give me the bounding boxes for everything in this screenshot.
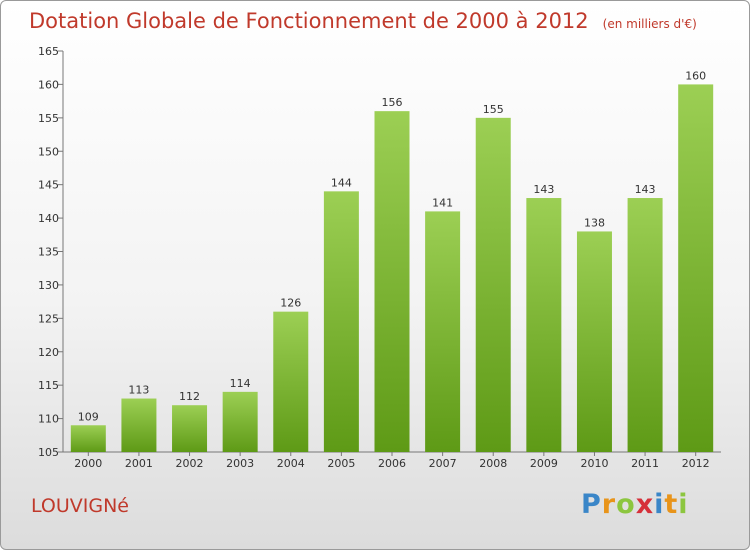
bar bbox=[273, 311, 309, 452]
y-tick-label: 150 bbox=[38, 145, 59, 158]
bar-value-label: 155 bbox=[483, 103, 504, 116]
bar bbox=[70, 425, 106, 452]
bar bbox=[678, 84, 714, 453]
bar-value-label: 138 bbox=[584, 216, 605, 229]
y-tick-label: 145 bbox=[38, 179, 59, 192]
bar bbox=[172, 405, 208, 452]
bar-value-label: 144 bbox=[331, 176, 352, 189]
bar-value-label: 143 bbox=[635, 183, 656, 196]
logo-letter: i bbox=[654, 489, 665, 520]
y-tick-label: 125 bbox=[38, 312, 59, 325]
y-tick-label: 110 bbox=[38, 413, 59, 426]
logo-letter: t bbox=[664, 489, 679, 520]
bar-value-label: 141 bbox=[432, 196, 453, 209]
chart-title-text: Dotation Globale de Fonctionnement de 20… bbox=[29, 9, 589, 33]
bar-value-label: 160 bbox=[685, 69, 706, 82]
bar bbox=[121, 398, 157, 452]
y-tick-label: 120 bbox=[38, 346, 59, 359]
commune-name: LOUVIGNé bbox=[31, 495, 129, 517]
y-tick-label: 115 bbox=[38, 379, 59, 392]
bar-value-label: 114 bbox=[230, 377, 251, 390]
chart-unit: (en milliers d'€) bbox=[602, 17, 697, 31]
bar bbox=[576, 231, 612, 452]
bar bbox=[425, 211, 461, 452]
y-tick-label: 105 bbox=[38, 446, 59, 459]
y-tick-label: 160 bbox=[38, 78, 59, 91]
logo-letter: r bbox=[601, 489, 617, 520]
bar-value-label: 113 bbox=[128, 384, 149, 397]
bar bbox=[627, 198, 663, 452]
chart-title: Dotation Globale de Fonctionnement de 20… bbox=[29, 9, 697, 33]
x-tick-label: 2008 bbox=[479, 457, 507, 470]
bar-value-label: 109 bbox=[78, 410, 99, 423]
x-tick-label: 2009 bbox=[530, 457, 558, 470]
x-tick-label: 2006 bbox=[378, 457, 406, 470]
bar-value-label: 126 bbox=[280, 297, 301, 310]
x-tick-label: 2002 bbox=[176, 457, 204, 470]
y-tick-label: 135 bbox=[38, 246, 59, 259]
proxiti-logo[interactable]: Proxiti bbox=[581, 489, 689, 520]
x-tick-label: 2004 bbox=[277, 457, 305, 470]
bar bbox=[222, 391, 258, 452]
bar bbox=[374, 111, 410, 453]
y-tick-label: 130 bbox=[38, 279, 59, 292]
x-tick-label: 2007 bbox=[429, 457, 457, 470]
bar-value-label: 112 bbox=[179, 390, 200, 403]
bar bbox=[323, 191, 359, 452]
logo-letter: i bbox=[678, 489, 689, 520]
y-tick-label: 140 bbox=[38, 212, 59, 225]
bar-value-label: 143 bbox=[533, 183, 554, 196]
x-tick-label: 2005 bbox=[327, 457, 355, 470]
x-tick-label: 2003 bbox=[226, 457, 254, 470]
x-tick-label: 2010 bbox=[580, 457, 608, 470]
bar-value-label: 156 bbox=[382, 96, 403, 109]
logo-letter: x bbox=[635, 489, 655, 520]
x-tick-label: 2011 bbox=[631, 457, 659, 470]
x-tick-label: 2012 bbox=[682, 457, 710, 470]
logo-letter: o bbox=[616, 489, 636, 520]
bar bbox=[475, 117, 511, 452]
y-tick-label: 165 bbox=[38, 45, 59, 58]
x-tick-label: 2000 bbox=[74, 457, 102, 470]
y-tick-label: 155 bbox=[38, 112, 59, 125]
x-tick-label: 2001 bbox=[125, 457, 153, 470]
logo-letter: P bbox=[581, 489, 602, 520]
bar bbox=[526, 198, 562, 452]
